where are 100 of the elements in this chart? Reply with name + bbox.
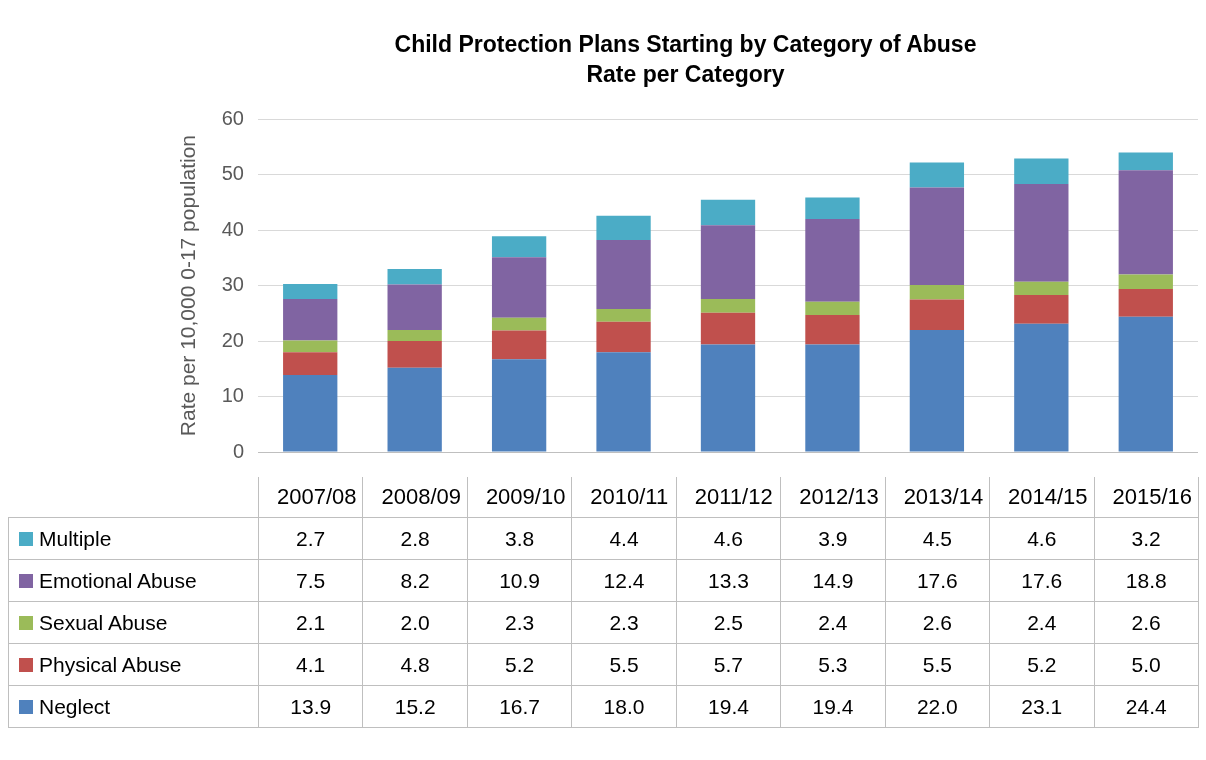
bar [387, 268, 442, 285]
data-label: 2.3 [467, 601, 572, 644]
data-label: 7.5 [258, 559, 363, 602]
data-label: 2.4 [989, 601, 1094, 644]
y-tick-label: 10 [221, 384, 244, 407]
y-axis-title: Rate per 10,000 0-17 population [176, 134, 200, 437]
bar [283, 340, 338, 353]
data-label: 18.0 [571, 685, 677, 728]
data-label: 2.6 [1094, 601, 1199, 644]
bar [283, 374, 338, 452]
data-label: 5.5 [885, 643, 990, 686]
data-label: 3.2 [1094, 517, 1199, 560]
data-label: 13.9 [258, 685, 363, 728]
y-tick-label: 30 [221, 273, 244, 296]
data-label: 15.2 [362, 685, 468, 728]
data-label: 19.4 [780, 685, 886, 728]
data-label: 3.8 [467, 517, 572, 560]
bar [909, 187, 965, 286]
bar [596, 308, 651, 322]
bar [1014, 281, 1069, 296]
bar [805, 219, 860, 302]
data-label: 4.8 [362, 643, 468, 686]
bar [387, 329, 442, 342]
bar [909, 285, 965, 300]
bar [805, 197, 860, 220]
legend-label: Sexual Abuse [39, 610, 168, 634]
bar [491, 359, 547, 452]
bar [700, 344, 756, 452]
data-label: 14.9 [780, 559, 886, 602]
bar [387, 341, 442, 368]
bar [909, 162, 965, 188]
bar [805, 315, 860, 345]
bar [283, 298, 338, 341]
data-label: 3.9 [780, 517, 886, 560]
x-tick-label: 2014/15 [989, 477, 1094, 518]
bar [491, 330, 547, 360]
x-tick-label: 2010/11 [571, 477, 677, 518]
data-label: 2.5 [676, 601, 781, 644]
bar [283, 283, 338, 299]
data-label: 4.4 [571, 517, 677, 560]
bar [491, 236, 547, 258]
bar [596, 321, 651, 353]
y-tick-label: 0 [232, 439, 244, 462]
data-label: 5.7 [676, 643, 781, 686]
data-label: 2.0 [362, 601, 468, 644]
bar [1118, 316, 1173, 452]
data-label: 18.8 [1094, 559, 1199, 602]
x-tick-label: 2013/14 [885, 477, 990, 518]
data-label: 5.3 [780, 643, 886, 686]
data-label: 5.2 [989, 643, 1094, 686]
bar [387, 367, 442, 452]
bar [700, 225, 756, 299]
data-label: 5.0 [1094, 643, 1199, 686]
legend-label: Emotional Abuse [39, 568, 197, 592]
y-tick-label: 60 [221, 106, 244, 129]
data-label: 2.3 [571, 601, 677, 644]
bar [805, 301, 860, 315]
data-label: 2.7 [258, 517, 363, 560]
bar [283, 352, 338, 375]
data-label: 10.9 [467, 559, 572, 602]
bar [491, 317, 547, 331]
bar [1118, 288, 1173, 317]
x-tick-label: 2011/12 [676, 477, 781, 518]
data-label: 4.5 [885, 517, 990, 560]
data-label: 17.6 [989, 559, 1094, 602]
bar [909, 329, 965, 452]
y-tick-label: 20 [221, 328, 244, 351]
x-tick-label: 2007/08 [258, 477, 363, 518]
bar [1118, 274, 1173, 289]
data-label: 24.4 [1094, 685, 1199, 728]
x-tick-label: 2012/13 [780, 477, 886, 518]
bar [596, 352, 651, 452]
data-label: 2.4 [780, 601, 886, 644]
bar [700, 312, 756, 345]
data-label: 23.1 [989, 685, 1094, 728]
bar [1118, 170, 1173, 275]
bar [596, 215, 651, 241]
data-label: 17.6 [885, 559, 990, 602]
bar [1014, 295, 1069, 324]
data-label: 2.8 [362, 517, 468, 560]
data-label: 13.3 [676, 559, 781, 602]
bar [596, 240, 651, 309]
chart-subtitle: Rate per Category [586, 60, 785, 87]
bar [491, 257, 547, 318]
chart-title: Child Protection Plans Starting by Category of Abuse [394, 31, 977, 58]
x-tick-label: 2015/16 [1094, 477, 1199, 518]
bar [1014, 323, 1069, 452]
bar [909, 299, 965, 330]
bar [700, 298, 756, 313]
bar [1014, 158, 1069, 185]
data-label: 16.7 [467, 685, 572, 728]
bar [805, 344, 860, 452]
y-tick-label: 40 [221, 217, 244, 240]
legend-label: Physical Abuse [39, 652, 182, 676]
x-tick-label: 2009/10 [467, 477, 572, 518]
x-tick-label: 2008/09 [362, 477, 468, 518]
bar [1118, 152, 1173, 171]
bar [700, 199, 756, 226]
data-label: 4.1 [258, 643, 363, 686]
data-label: 4.6 [676, 517, 781, 560]
